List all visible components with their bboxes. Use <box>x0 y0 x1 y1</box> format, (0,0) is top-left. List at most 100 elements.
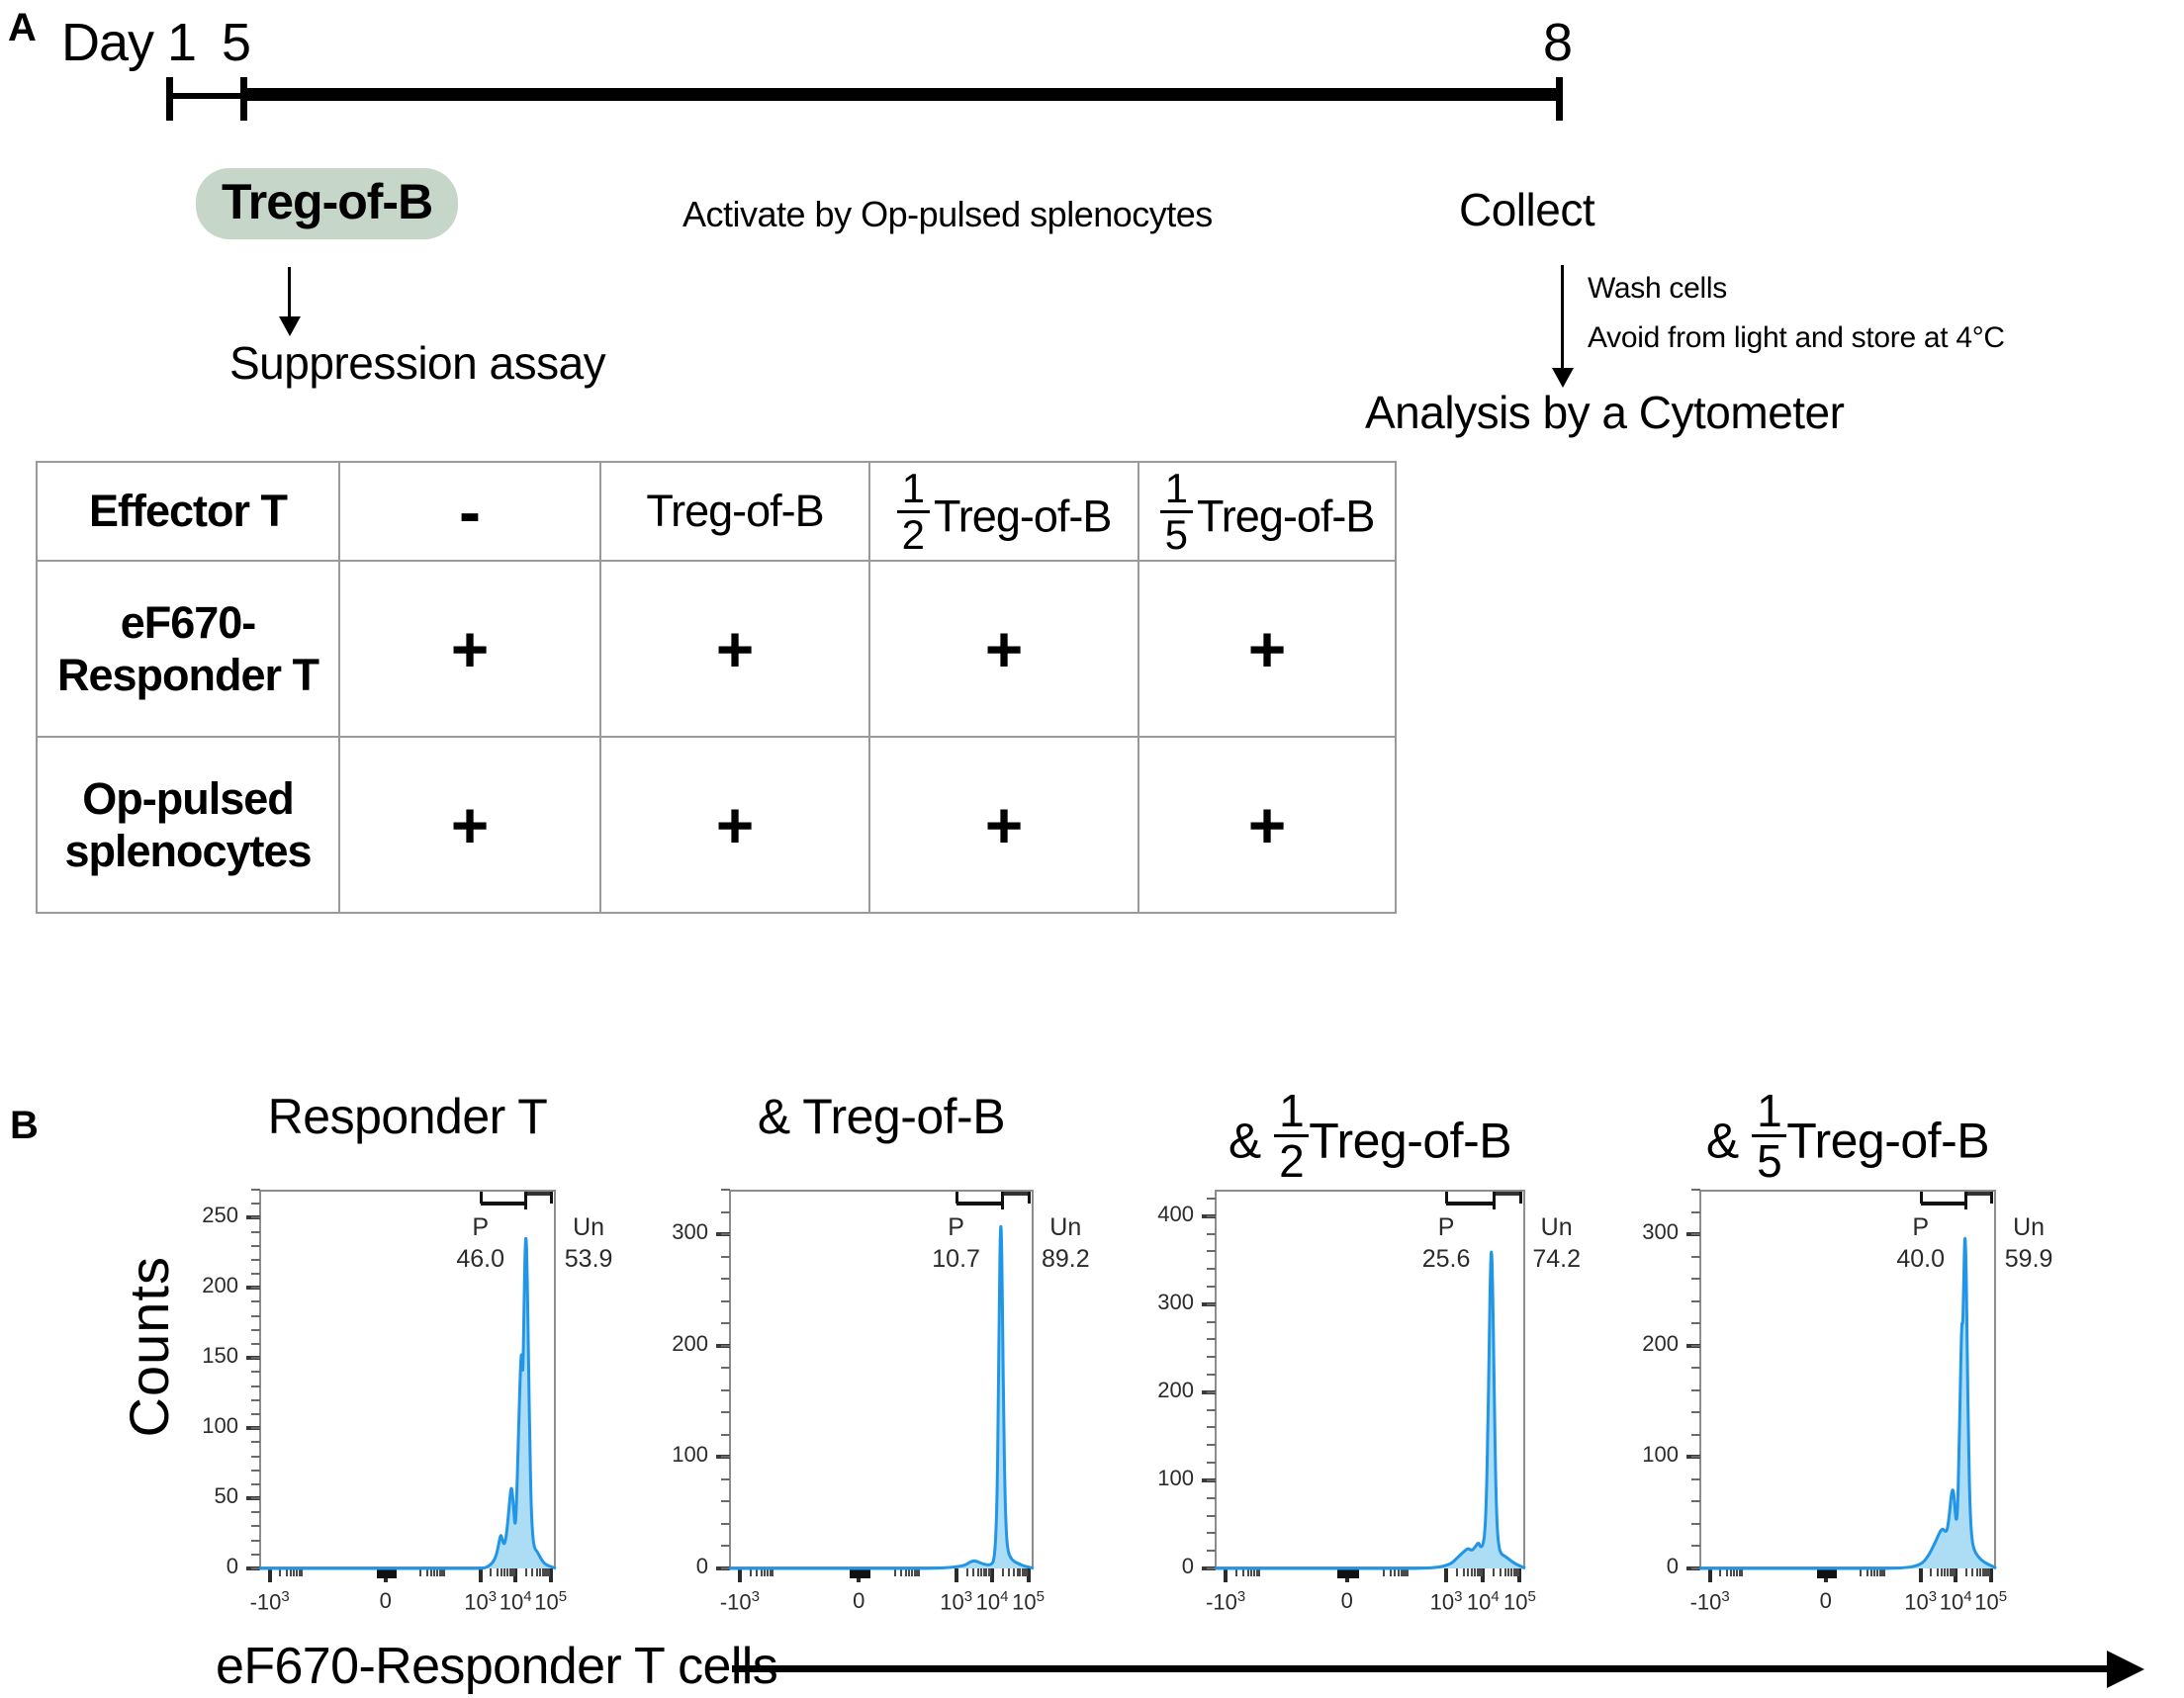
gate-bar-un <box>525 1192 552 1196</box>
x-tick-minor <box>433 1568 436 1576</box>
x-tick-minor <box>900 1568 903 1576</box>
x-axis-dense-ticks <box>850 1568 870 1578</box>
y-tick-minor <box>721 1522 730 1525</box>
x-tick-minor <box>1510 1568 1513 1576</box>
flow-plot-frame-2 <box>729 1190 1034 1568</box>
x-tick-minor <box>904 1568 907 1576</box>
x-tick-minor <box>1021 1568 1024 1576</box>
x-tick-minor <box>1253 1568 1256 1576</box>
x-tick-minor <box>1024 1568 1026 1576</box>
y-tick-minor <box>1691 1299 1700 1302</box>
x-tick-minor <box>1866 1568 1868 1576</box>
table-cell: + <box>599 560 870 738</box>
y-tick-label: 100 <box>1642 1442 1679 1468</box>
activate-note: Activate by Op-pulsed splenocytes <box>682 194 1213 234</box>
y-tick-minor <box>1207 1356 1216 1359</box>
gate-label-un: Un <box>573 1213 605 1241</box>
gate-tick-2 <box>550 1192 554 1204</box>
x-tick-major <box>267 1568 272 1582</box>
x-tick-minor <box>1971 1568 1974 1576</box>
collect-label: Collect <box>1459 184 1595 235</box>
gate-bar-un <box>1965 1192 1992 1196</box>
x-tick-minor <box>1882 1568 1885 1576</box>
x-tick-label: -103 <box>249 1588 290 1615</box>
x-tick-minor <box>989 1568 992 1576</box>
x-tick-exponent: 4 <box>1000 1588 1009 1605</box>
panel-a-letter: A <box>8 6 37 49</box>
y-tick-minor <box>1207 1250 1216 1253</box>
gate-tick-0 <box>479 1192 483 1204</box>
y-tick-minor <box>251 1328 260 1331</box>
x-tick-minor <box>1725 1568 1728 1576</box>
fraction-numerator: 1 <box>1159 467 1193 513</box>
x-tick-minor <box>1382 1568 1385 1576</box>
timeline-tick-day8 <box>1556 77 1563 121</box>
y-tick-minor <box>1691 1210 1700 1213</box>
y-tick-minor <box>251 1258 260 1261</box>
x-axis-dense-ticks <box>1816 1568 1838 1578</box>
collect-down-arrow-shaft <box>1561 265 1564 374</box>
timeline-tick-day1 <box>166 77 173 121</box>
x-tick-minor <box>1019 1568 1022 1576</box>
y-tick-minor <box>1691 1522 1700 1525</box>
timeline-tick-label-5: 5 <box>222 13 252 72</box>
x-tick-exponent: 4 <box>1491 1588 1500 1605</box>
table-cell: + <box>868 736 1139 914</box>
header-cell-4-text: Treg-of-B <box>1196 490 1375 541</box>
x-tick-exponent: 3 <box>1928 1588 1938 1605</box>
x-tick-minor <box>1456 1568 1459 1576</box>
x-tick-minor <box>756 1568 759 1576</box>
treg-of-b-badge-wrap: Treg-of-B <box>196 168 459 239</box>
y-tick-minor <box>1207 1302 1216 1305</box>
x-tick-minor <box>512 1568 515 1576</box>
x-tick-major <box>1444 1568 1449 1582</box>
x-tick-exponent: 5 <box>1036 1588 1045 1605</box>
x-tick-minor <box>438 1568 441 1576</box>
x-tick-exponent: 5 <box>1527 1588 1536 1605</box>
x-tick-minor <box>764 1568 767 1576</box>
y-tick-label: 0 <box>695 1554 708 1578</box>
gate-label-un: Un <box>1540 1213 1573 1241</box>
y-tick-minor <box>1691 1433 1700 1436</box>
y-tick-minor <box>251 1482 260 1485</box>
gate-label-un: Un <box>1049 1213 1082 1241</box>
x-tick-minor <box>1493 1568 1496 1576</box>
x-tick-minor <box>1930 1568 1933 1576</box>
x-tick-minor <box>1944 1568 1947 1576</box>
x-tick-minor <box>496 1568 499 1576</box>
flow-plot-title-2: & Treg-of-B <box>757 1089 1006 1144</box>
y-tick-minor <box>721 1299 730 1302</box>
gate-tick-2 <box>1519 1192 1523 1204</box>
x-tick-minor <box>1873 1568 1876 1576</box>
x-tick-minor <box>1405 1568 1408 1576</box>
avoid-light-note: Avoid from light and store at 4°C <box>1588 321 2005 354</box>
row-label-line1: Op-pulsed <box>82 772 295 824</box>
x-tick-exponent: 3 <box>1721 1588 1730 1605</box>
y-tick-minor <box>251 1300 260 1303</box>
y-tick-minor <box>1207 1426 1216 1429</box>
x-tick-minor <box>1738 1568 1741 1576</box>
y-tick-minor <box>1207 1338 1216 1341</box>
x-tick-minor <box>1403 1568 1406 1576</box>
x-axis-arrow-head <box>2107 1651 2144 1688</box>
x-tick-minor <box>1947 1568 1950 1576</box>
gate-label-un: Un <box>2013 1213 2046 1241</box>
y-tick-minor <box>721 1456 730 1459</box>
x-tick-major <box>1224 1568 1228 1582</box>
x-tick-major <box>1988 1568 1993 1582</box>
x-tick-minor <box>425 1568 428 1576</box>
x-tick-major <box>1481 1568 1486 1582</box>
table-row-label-ef670: eF670- Responder T <box>36 560 340 738</box>
x-tick-minor <box>1235 1568 1238 1576</box>
x-tick-minor <box>985 1568 988 1576</box>
x-tick-major <box>478 1568 483 1582</box>
y-tick-label: 200 <box>1642 1330 1679 1356</box>
x-tick-minor <box>1476 1568 1479 1576</box>
x-tick-minor <box>541 1568 544 1576</box>
x-tick-minor <box>1880 1568 1883 1576</box>
x-tick-minor <box>1736 1568 1739 1576</box>
y-tick-minor <box>1691 1388 1700 1391</box>
header-cell-3-text: Treg-of-B <box>933 490 1112 541</box>
gate-bar-p <box>480 1202 526 1206</box>
